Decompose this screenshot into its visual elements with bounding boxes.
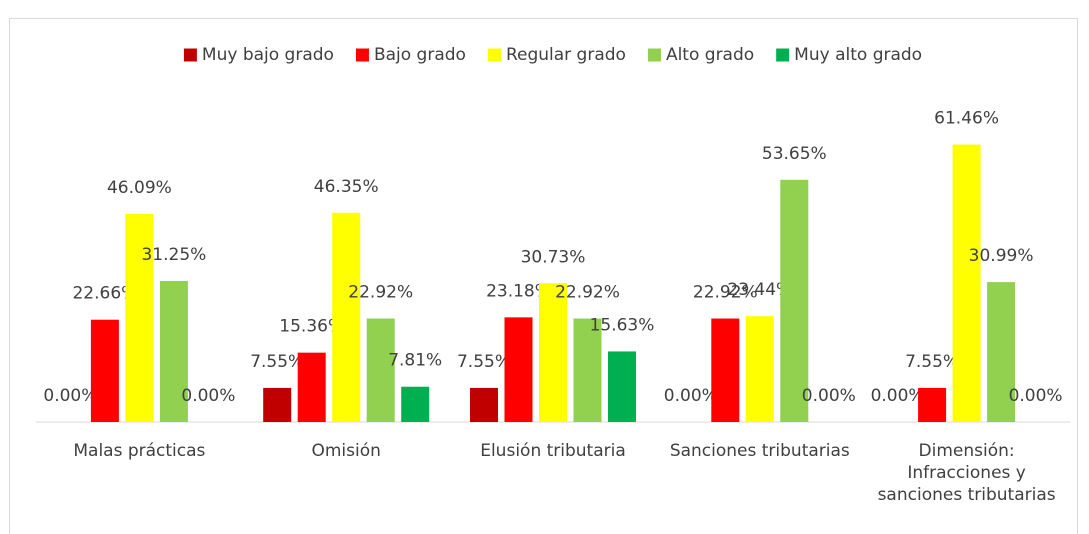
legend-label: Bajo grado <box>374 45 466 65</box>
bar <box>90 319 119 422</box>
data-label: 15.63% <box>590 315 655 335</box>
bar <box>780 179 809 422</box>
data-label: 15.36% <box>279 317 344 337</box>
bar <box>918 387 947 422</box>
data-label: 23.44% <box>727 280 792 300</box>
bar <box>159 280 188 422</box>
data-label: 22.92% <box>555 283 620 303</box>
data-label: 0.00% <box>43 386 97 406</box>
data-label: 22.92% <box>348 283 413 303</box>
data-label: 0.00% <box>871 386 925 406</box>
bar <box>608 351 636 422</box>
data-label: 22.92% <box>693 283 758 303</box>
data-label: 30.73% <box>521 247 586 267</box>
bar <box>539 283 567 422</box>
data-label: 0.00% <box>1009 386 1063 406</box>
data-label: 46.09% <box>107 178 172 198</box>
data-label: 0.00% <box>802 386 856 406</box>
bar <box>470 387 498 422</box>
data-label: 7.55% <box>457 352 511 372</box>
bar <box>332 212 361 422</box>
legend-swatch <box>355 48 369 62</box>
legend-swatch <box>183 48 197 62</box>
bar <box>125 213 154 422</box>
bar <box>573 318 602 422</box>
data-label: 23.18% <box>486 281 551 301</box>
data-label: 30.99% <box>969 246 1034 266</box>
bar <box>401 386 430 422</box>
legend-label: Regular grado <box>506 45 626 65</box>
legend-label: Muy alto grado <box>794 45 922 65</box>
data-label: 46.35% <box>314 177 379 197</box>
bar <box>745 316 774 422</box>
data-label: 7.55% <box>250 352 304 372</box>
x-tick-label: Sanciones tributarias <box>669 441 850 461</box>
legend-swatch <box>776 48 790 62</box>
x-tick-label: Elusión tributaria <box>480 441 626 461</box>
data-label: 22.66% <box>72 284 137 304</box>
bar <box>711 318 740 422</box>
data-label: 53.65% <box>762 144 827 164</box>
bar <box>952 144 981 422</box>
x-tick-label: Omisión <box>311 441 381 461</box>
legend-label: Alto grado <box>666 45 754 65</box>
legend-swatch <box>647 48 661 62</box>
bar <box>987 282 1016 422</box>
data-label: 0.00% <box>664 386 718 406</box>
data-label: 7.81% <box>388 351 442 371</box>
data-label: 31.25% <box>141 245 206 265</box>
legend-swatch <box>487 48 501 62</box>
data-label: 61.46% <box>934 109 999 129</box>
x-tick-label: Dimensión: Infracciones y sanciones trib… <box>877 441 1056 505</box>
bar <box>366 318 395 422</box>
legend-label: Muy bajo grado <box>202 45 334 65</box>
bar <box>504 317 533 422</box>
data-label: 7.55% <box>905 352 959 372</box>
data-label: 0.00% <box>181 386 235 406</box>
bar <box>297 352 326 422</box>
x-tick-label: Malas prácticas <box>73 441 206 461</box>
chart-border <box>9 18 1078 534</box>
bar <box>263 387 292 422</box>
